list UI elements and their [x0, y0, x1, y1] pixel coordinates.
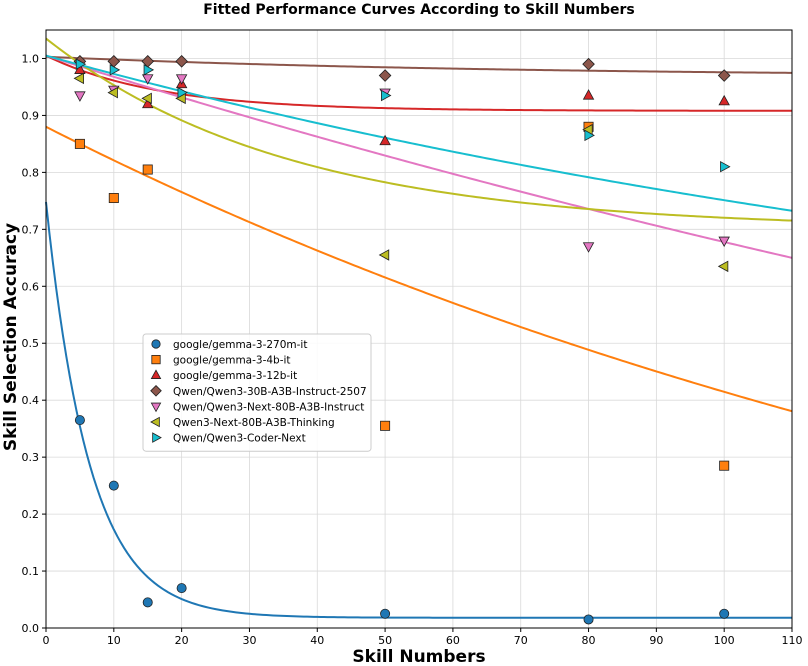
- y-tick-label: 0.0: [22, 622, 40, 635]
- fit-curve: [45, 54, 793, 212]
- y-tick-label: 0.5: [22, 337, 40, 350]
- y-tick-label: 0.2: [22, 508, 40, 521]
- legend-label: Qwen/Qwen3-Coder-Next: [173, 433, 306, 445]
- legend-label: Qwen/Qwen3-Next-80B-A3B-Instruct: [173, 401, 364, 413]
- legend-marker: [150, 384, 162, 397]
- data-point: [380, 608, 391, 619]
- x-tick-label: 100: [714, 634, 735, 647]
- legend-marker: [150, 402, 162, 413]
- legend-box: [142, 333, 372, 452]
- y-tick-label: 1.0: [22, 52, 40, 65]
- data-point: [141, 74, 154, 85]
- legend-label: Qwen3-Next-80B-A3B-Thinking: [173, 417, 335, 429]
- legend-label: google/gemma-3-270m-it: [173, 339, 307, 351]
- data-point: [177, 86, 188, 99]
- data-point: [583, 614, 594, 625]
- data-point: [142, 164, 153, 175]
- data-point: [717, 260, 729, 273]
- data-point: [108, 193, 119, 204]
- fit-curve: [45, 55, 793, 74]
- legend-label: Qwen/Qwen3-30B-A3B-Instruct-2507: [173, 386, 367, 398]
- y-tick-label: 0.6: [22, 280, 40, 293]
- y-axis-ticks: 0.0 0.1 0.2 0.3 0.4 0.5 0.6 0.7 0.8 0.9 1.0: [22, 52, 46, 635]
- fit-curve: [45, 54, 793, 112]
- y-tick-label: 0.8: [22, 166, 40, 179]
- data-point: [107, 86, 118, 99]
- data-point: [75, 58, 87, 70]
- fit-curve: [45, 125, 793, 413]
- x-tick-label: 50: [378, 634, 392, 647]
- legend-marker: [151, 339, 161, 349]
- y-axis-label: Skill Selection Accuracy: [1, 223, 21, 451]
- data-point: [378, 249, 390, 261]
- data-point: [379, 134, 391, 146]
- data-point: [74, 91, 86, 102]
- x-tick-label: 10: [107, 634, 121, 647]
- y-tick-label: 0.3: [22, 451, 40, 464]
- y-tick-label: 0.7: [22, 223, 40, 236]
- fit-curve: [45, 37, 793, 222]
- data-point: [74, 138, 85, 149]
- x-tick-label: 30: [242, 634, 256, 647]
- plot-area: [45, 29, 793, 629]
- x-tick-label: 90: [649, 634, 663, 647]
- data-point: [584, 129, 595, 142]
- data-point: [378, 69, 392, 82]
- x-tick-label: 70: [514, 634, 528, 647]
- fit-curves: [45, 37, 793, 619]
- data-point: [73, 72, 84, 85]
- data-point: [141, 92, 152, 105]
- data-point: [582, 242, 595, 253]
- data-point: [175, 55, 188, 68]
- data-point: [175, 74, 188, 85]
- data-points: [73, 55, 731, 625]
- data-point: [380, 420, 391, 431]
- data-point: [717, 69, 731, 82]
- x-tick-label: 80: [582, 634, 596, 647]
- data-point: [74, 415, 85, 426]
- data-point: [109, 64, 121, 76]
- data-point: [108, 480, 119, 491]
- data-point: [719, 460, 730, 471]
- data-point: [582, 89, 595, 100]
- chart-title: Fitted Performance Curves According to S…: [203, 2, 635, 18]
- x-tick-label: 60: [446, 634, 460, 647]
- data-point: [142, 597, 153, 608]
- x-axis-ticks: 0 10 20 30 40 50 60 70 80 90 100 110: [43, 628, 803, 647]
- y-tick-label: 0.4: [22, 394, 40, 407]
- data-point: [381, 89, 392, 102]
- legend-marker: [150, 416, 160, 428]
- grid: [45, 30, 793, 629]
- legend-label: google/gemma-3-4b-it: [173, 355, 291, 367]
- data-point: [176, 583, 187, 594]
- data-point: [718, 94, 730, 106]
- legend: google/gemma-3-270m-it google/gemma-3-4b-…: [142, 333, 372, 452]
- data-point: [582, 57, 595, 71]
- y-tick-label: 0.9: [22, 109, 40, 122]
- data-point: [143, 64, 155, 76]
- fit-curve: [45, 54, 793, 259]
- legend-marker: [151, 354, 161, 365]
- x-tick-label: 40: [310, 634, 324, 647]
- legend-marker: [150, 369, 162, 379]
- x-tick-label: 20: [175, 634, 189, 647]
- x-axis-label: Skill Numbers: [352, 647, 485, 666]
- x-tick-label: 0: [43, 634, 50, 647]
- fit-curve: [45, 201, 792, 619]
- y-tick-label: 0.1: [22, 565, 40, 578]
- legend-marker: [152, 432, 162, 443]
- x-tick-label: 110: [782, 634, 803, 647]
- legend-label: google/gemma-3-12b-it: [173, 370, 297, 382]
- data-point: [719, 608, 730, 619]
- data-point: [718, 236, 730, 248]
- data-point: [720, 160, 731, 173]
